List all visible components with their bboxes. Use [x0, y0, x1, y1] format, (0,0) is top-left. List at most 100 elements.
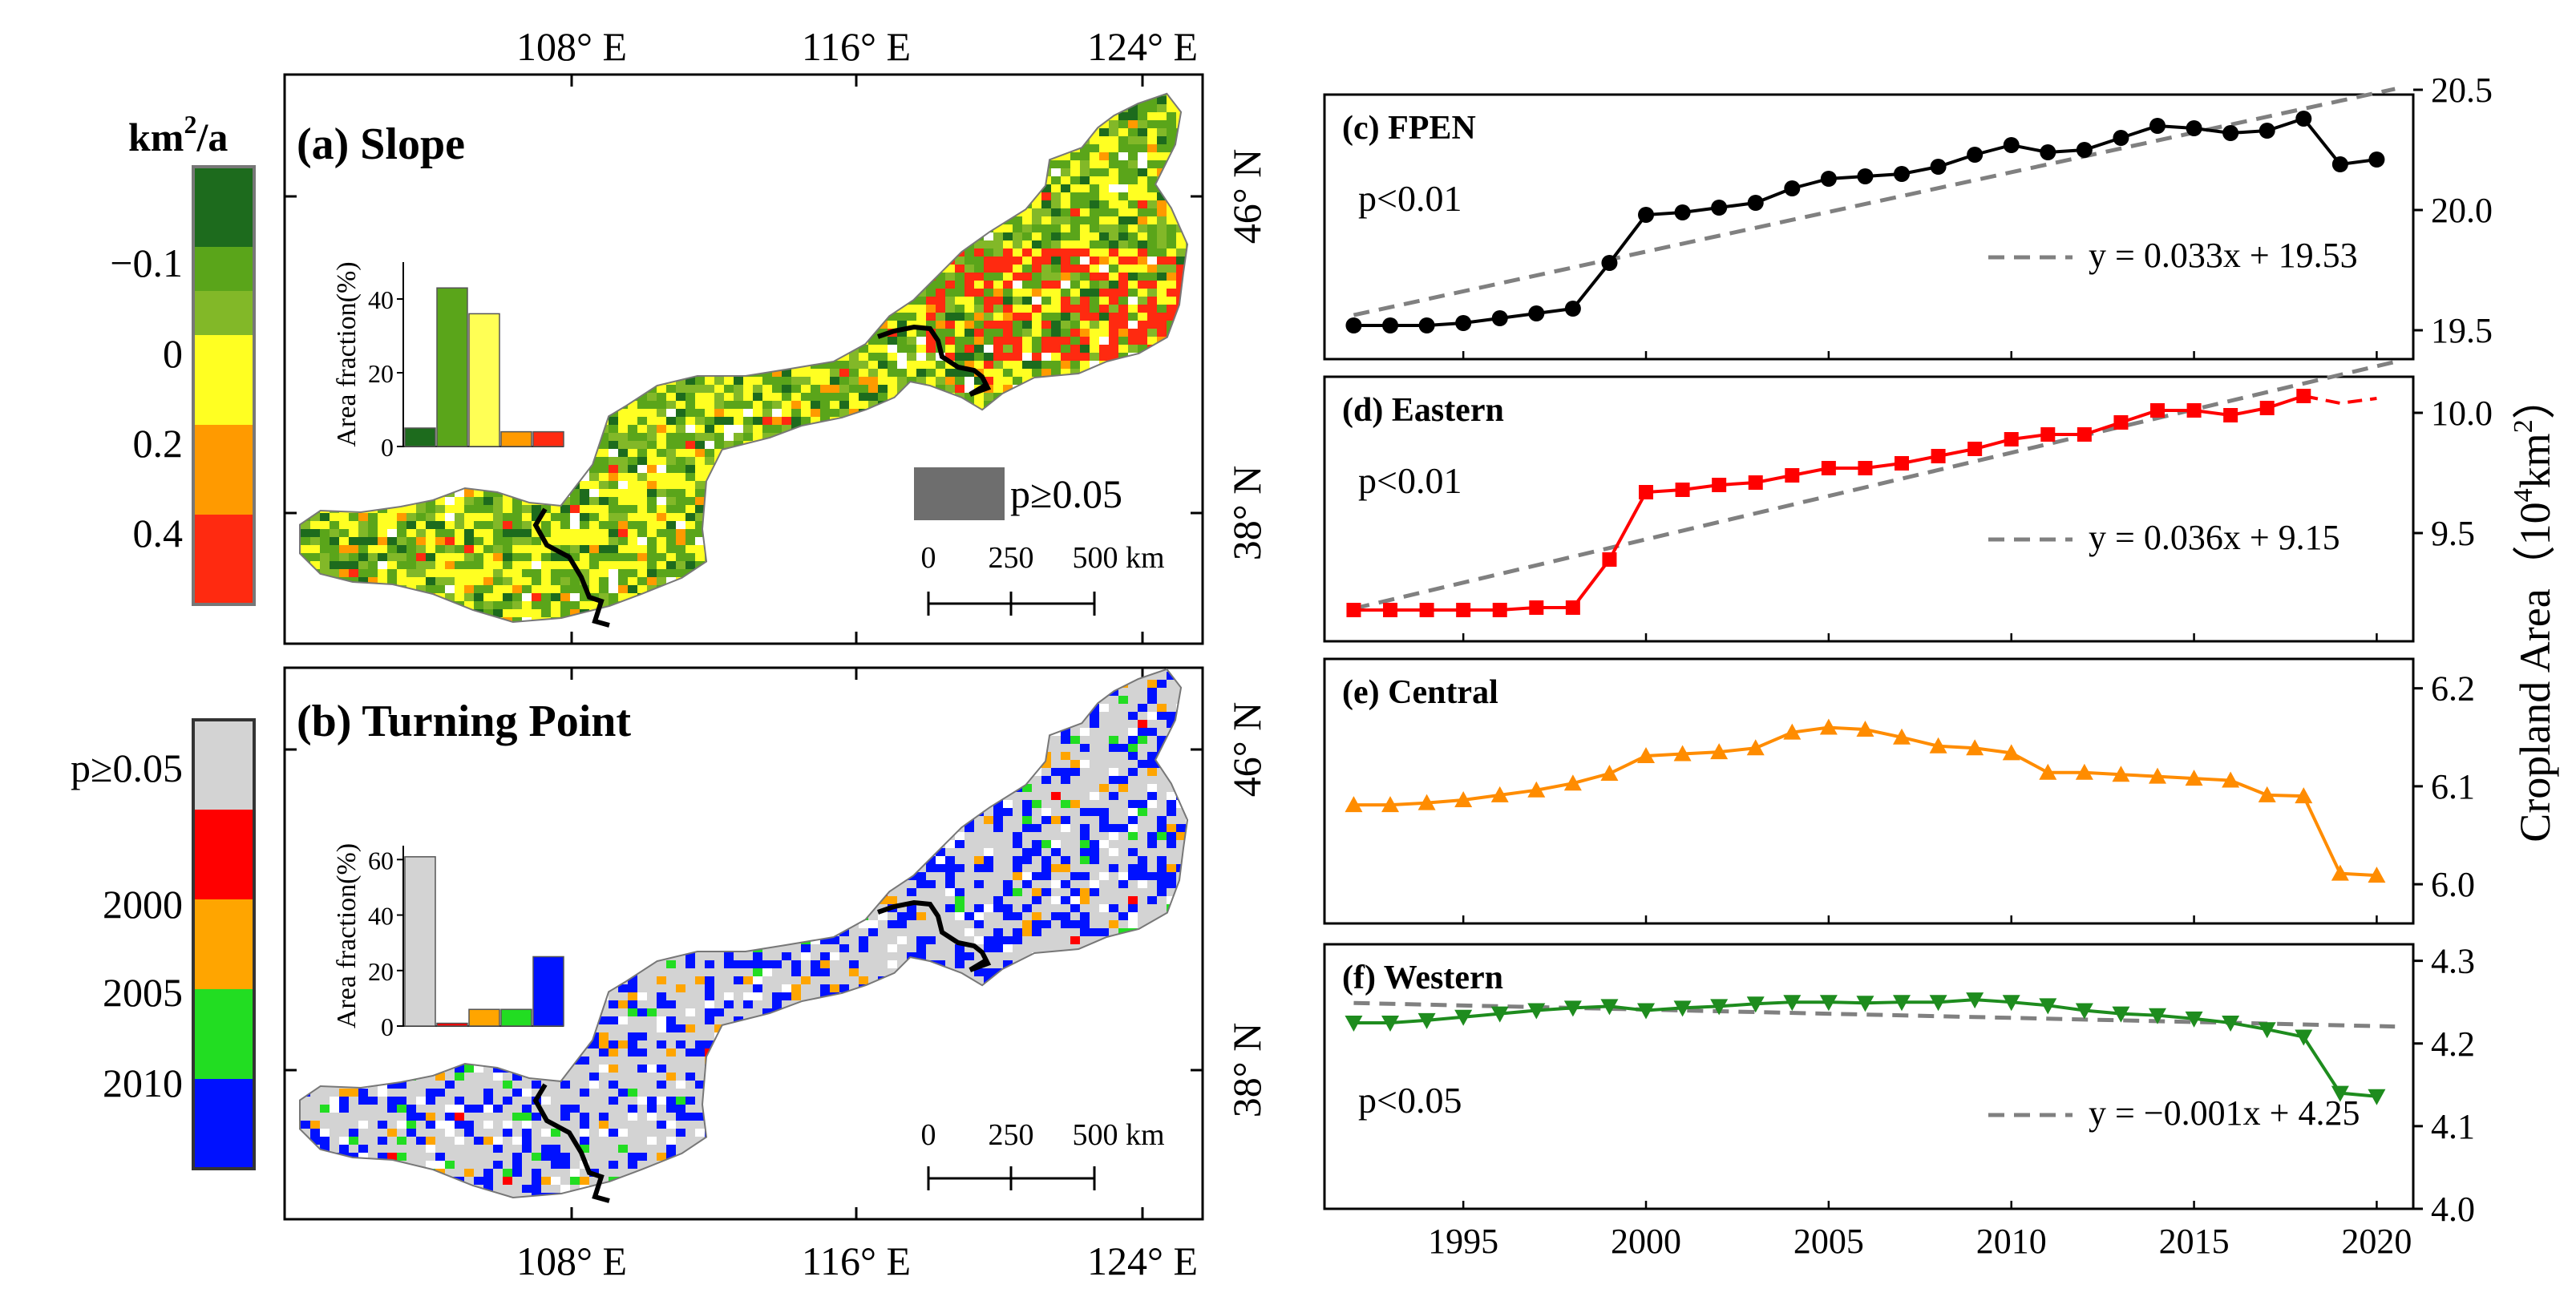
ytick-label: 20.5	[2431, 71, 2493, 110]
data-point	[1529, 600, 1544, 615]
data-point	[1967, 442, 1983, 456]
data-point	[1528, 305, 1545, 321]
data-point	[1381, 796, 1400, 813]
data-point	[2039, 763, 2057, 780]
data-point	[2259, 123, 2275, 139]
data-point	[1383, 603, 1398, 617]
data-point	[2149, 767, 2167, 784]
inset-ytick-label: 20	[368, 359, 394, 388]
map-axis-labels: 108° E 116° E 124° E 108° E 116° E 124° …	[516, 24, 1269, 1283]
data-point	[1966, 739, 1984, 756]
data-point	[1419, 603, 1434, 617]
map-b-ticks	[285, 668, 1203, 1219]
slope-colorbar-border	[192, 165, 256, 606]
trend-equation: y = 0.033x + 19.53	[2089, 236, 2358, 275]
panel-frame	[1323, 943, 2415, 1210]
data-point	[1455, 315, 1472, 331]
data-point	[1527, 781, 1546, 798]
data-point	[1491, 310, 1508, 326]
data-point	[1746, 739, 1765, 756]
data-point	[1563, 1000, 1582, 1017]
turning-tick-4: 2010	[103, 1061, 183, 1105]
data-point	[2222, 125, 2239, 141]
data-point	[2222, 771, 2240, 788]
data-point	[1601, 255, 1618, 271]
data-point	[1893, 728, 1911, 745]
data-point	[2186, 120, 2202, 136]
data-point	[1564, 301, 1581, 317]
ytick-label: 4.0	[2431, 1190, 2475, 1229]
xtick-label: 1995	[1428, 1222, 1498, 1261]
data-point	[1565, 600, 1580, 615]
data-point	[1490, 786, 1509, 802]
panel-title: (c) FPEN	[1342, 110, 1476, 147]
map-b-scalebar: 0 250 500 km	[921, 1118, 1165, 1190]
lat-38-b: 38° N	[1224, 1023, 1269, 1118]
panel-frame	[1323, 657, 2415, 925]
data-point	[2223, 408, 2238, 422]
data-point	[2112, 1006, 2130, 1023]
data-point	[2076, 142, 2093, 158]
data-point	[1639, 485, 1654, 499]
scale-b-zero: 0	[921, 1118, 936, 1152]
data-point	[2112, 766, 2130, 782]
inset-ytick-label: 20	[368, 957, 394, 986]
data-point	[1856, 996, 1874, 1012]
data-point	[1381, 1015, 1400, 1032]
p-value: p<0.01	[1358, 178, 1462, 219]
turning-legend: p≥0.05 2000 2005 2010	[71, 718, 256, 1170]
data-point	[1784, 180, 1801, 196]
map-panel-turning: (b) Turning Point 0 250 500 km 0 20 40 60Ar…	[283, 666, 1204, 1221]
data-point	[2113, 130, 2129, 146]
data-point	[1345, 1015, 1363, 1032]
time-series-panels: 19.5 20.0 20.5 (c) FPEN p<0.01 y = 0.033x + 1…	[1323, 71, 2493, 1229]
xtick-label: 2010	[1976, 1222, 2047, 1261]
slope-tick-2: 0	[163, 331, 183, 376]
data-point	[1490, 1006, 1509, 1023]
turning-colorbar	[192, 718, 256, 1170]
data-point	[1930, 159, 1947, 175]
data-point	[1966, 992, 1984, 1009]
data-point	[1747, 195, 1764, 211]
nonsig-label: p≥0.05	[1010, 471, 1122, 516]
data-point	[2003, 137, 2020, 153]
data-point	[1345, 796, 1363, 813]
inset-ylabel: Area fraction(%)	[332, 261, 362, 446]
inset-bar	[500, 430, 532, 447]
data-point	[1346, 603, 1361, 617]
data-point	[2150, 403, 2166, 418]
data-point	[1893, 995, 1911, 1012]
map-b-division-line	[532, 899, 992, 1203]
data-point	[1600, 999, 1619, 1016]
data-point	[2331, 864, 2349, 881]
ytick-label: 4.1	[2431, 1107, 2475, 1146]
data-point	[2368, 152, 2385, 168]
trend-equation: y = −0.001x + 4.25	[2089, 1093, 2360, 1133]
nonsig-swatch	[914, 467, 1005, 520]
inset-bar	[468, 1008, 500, 1027]
data-point	[1417, 794, 1436, 810]
data-point	[2185, 1011, 2203, 1028]
data-point	[2331, 1085, 2349, 1102]
data-point	[2296, 389, 2311, 403]
panel-1: 19.5 20.0 20.5 (c) FPEN p<0.01 y = 0.033x + 1…	[1323, 71, 2493, 361]
ytick-label: 9.5	[2431, 514, 2475, 553]
data-point	[1819, 718, 1838, 735]
data-point	[1563, 774, 1582, 791]
ytick-label: 10.0	[2431, 394, 2493, 433]
shared-x-axis: 1995 2000 2005 2010 2015 2020	[1428, 1222, 2412, 1261]
map-a-division-line	[532, 324, 992, 628]
data-point	[1967, 147, 1984, 163]
data-point	[1637, 747, 1656, 763]
data-point	[1931, 449, 1946, 463]
scale-b-mid: 250	[989, 1118, 1034, 1152]
data-point	[1748, 475, 1763, 490]
panel-title: (e) Central	[1342, 674, 1498, 711]
ytick-label: 4.2	[2431, 1024, 2475, 1064]
top-lon-116: 116° E	[802, 24, 911, 69]
data-point	[1857, 168, 1874, 184]
data-point	[1821, 461, 1836, 475]
data-point	[1492, 603, 1507, 617]
ytick-label: 6.2	[2431, 669, 2475, 709]
